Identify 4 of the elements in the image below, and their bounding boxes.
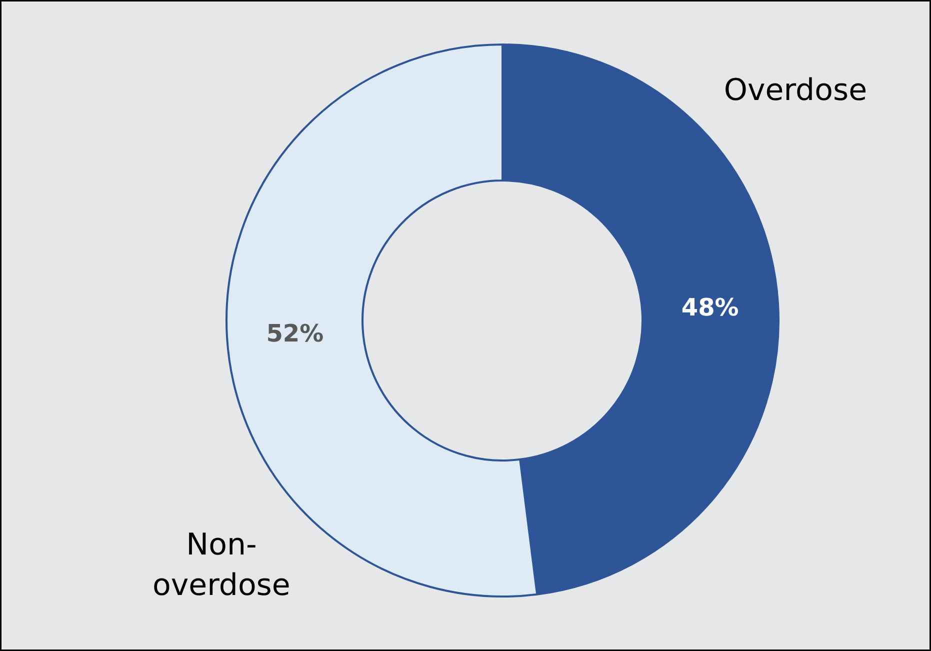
slice-label: Overdose bbox=[724, 72, 868, 108]
data-label: 52% bbox=[266, 320, 324, 348]
slice-label: Non-overdose bbox=[152, 528, 290, 603]
data-label: 48% bbox=[681, 293, 739, 322]
